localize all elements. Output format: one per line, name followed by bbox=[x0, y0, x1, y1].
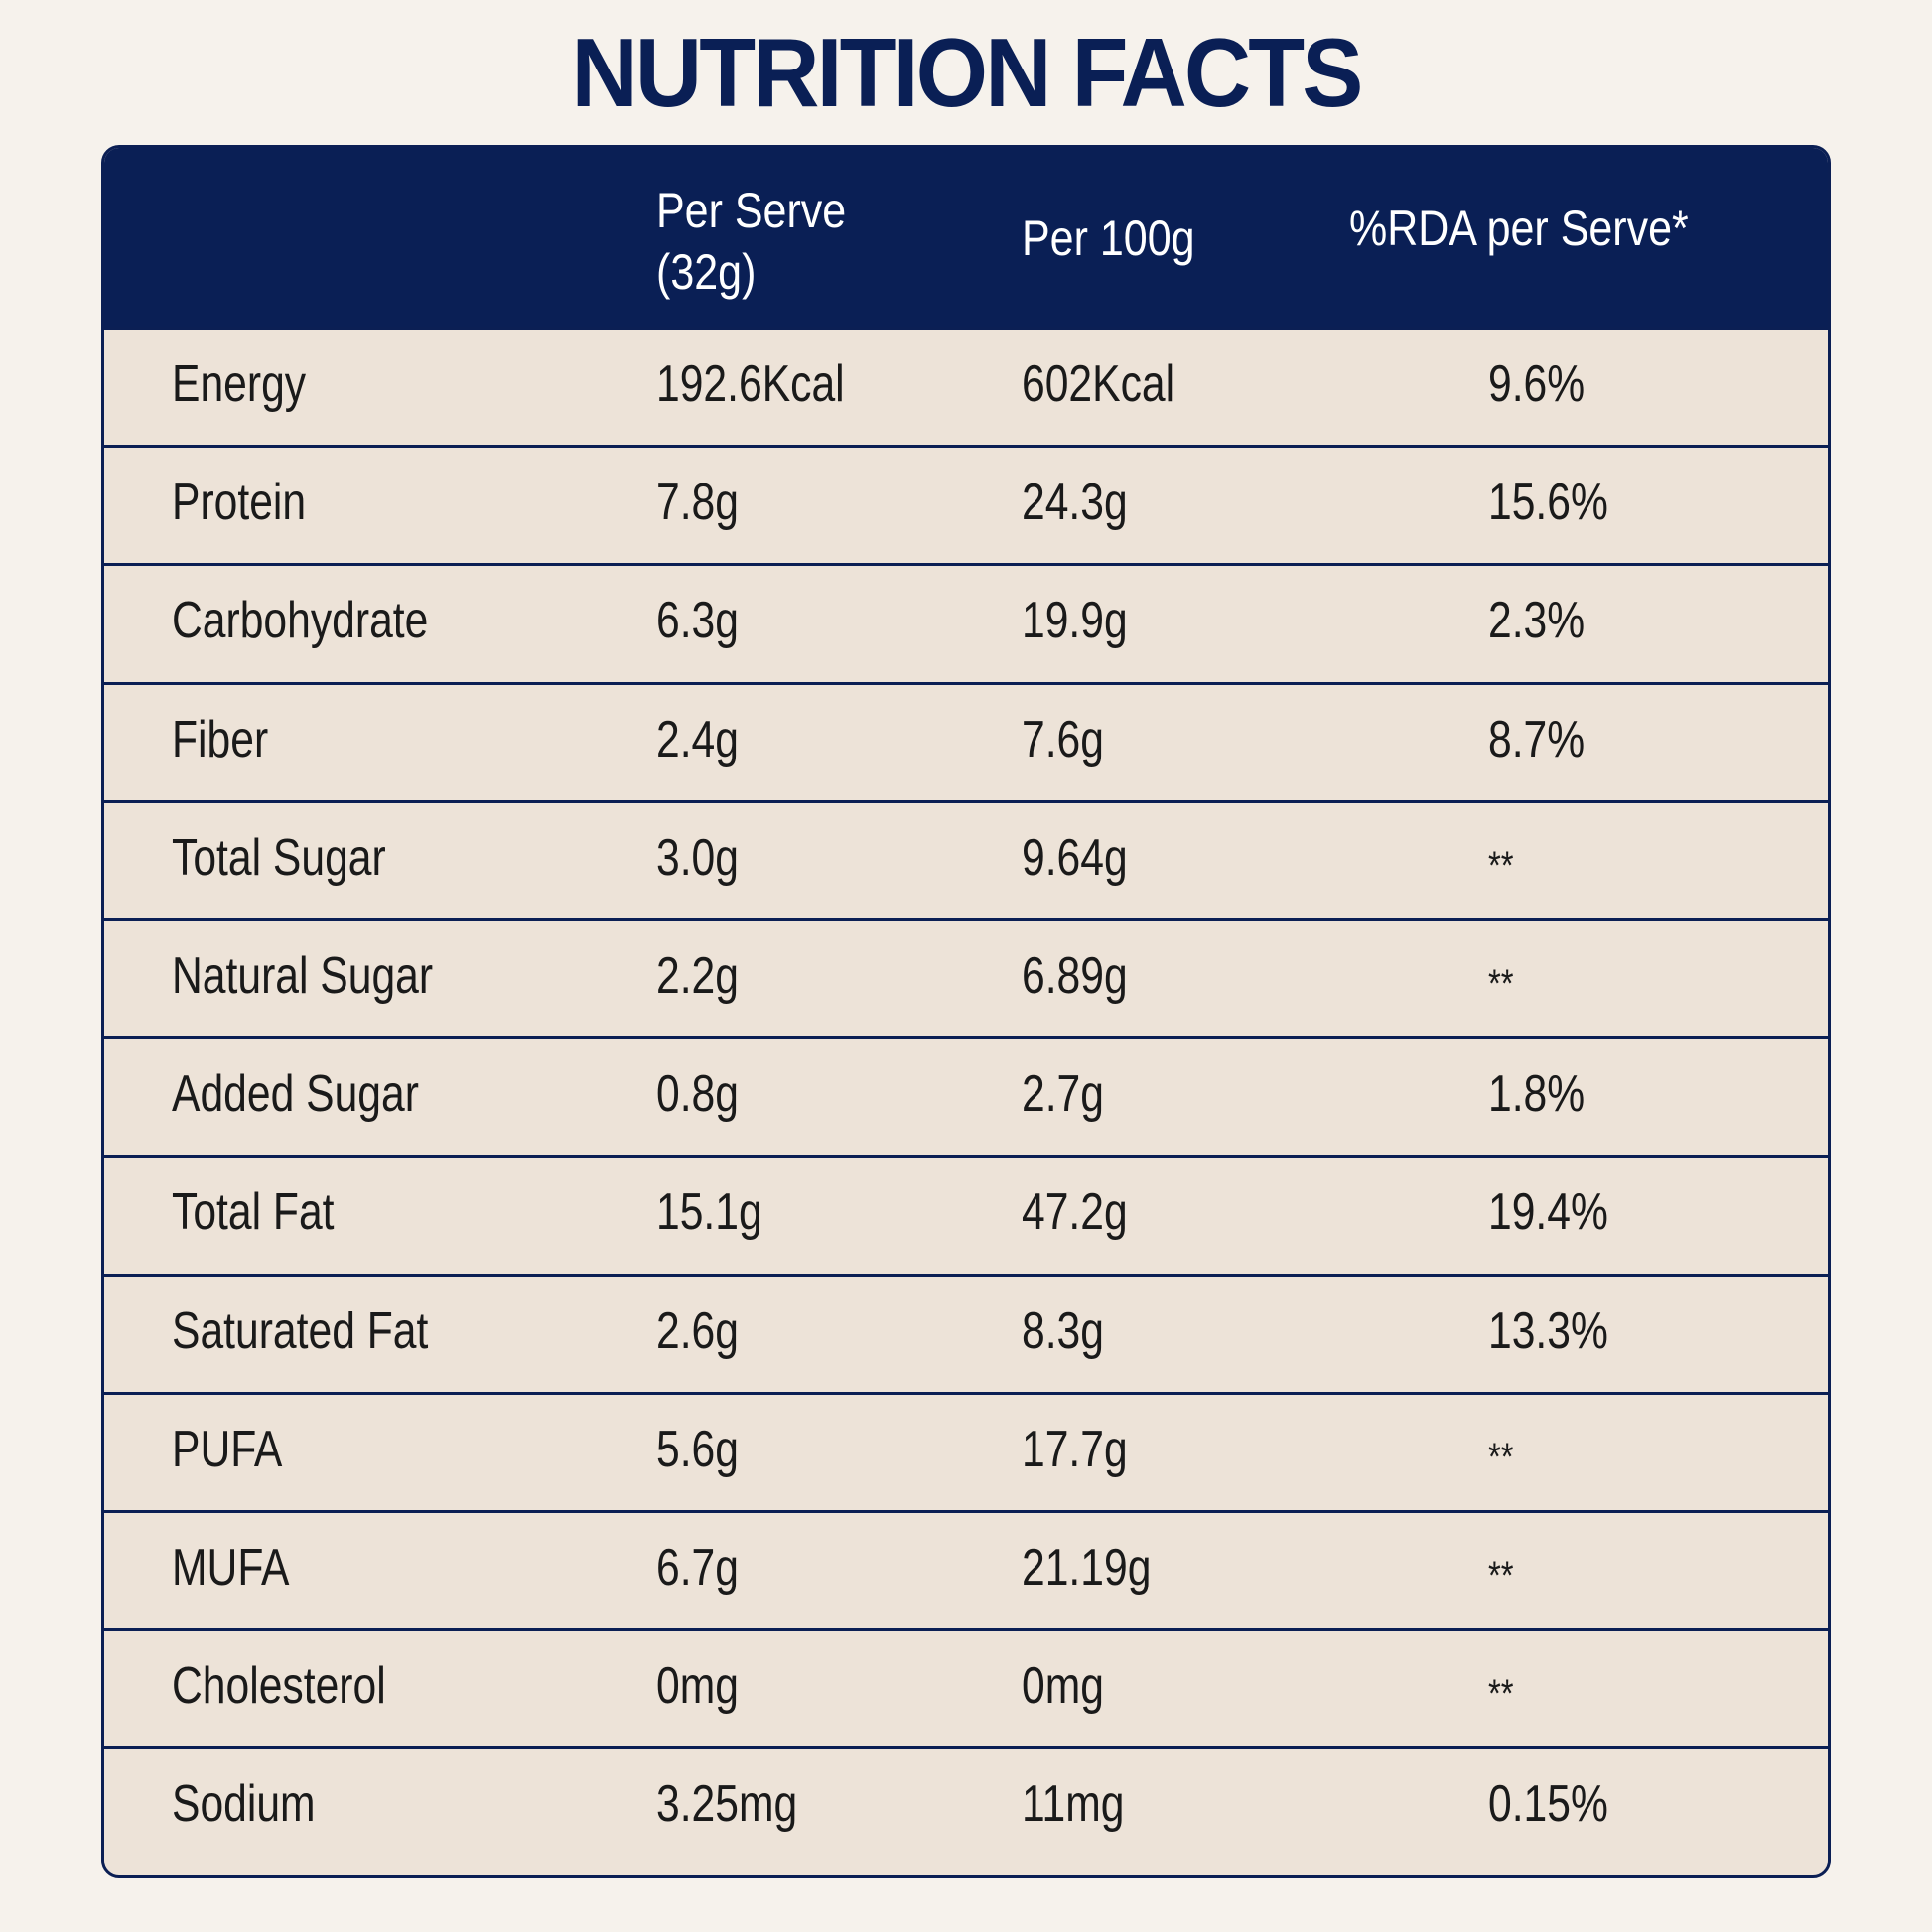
rda-value: ** bbox=[1488, 1554, 1514, 1597]
per-100g-value: 19.9g bbox=[1022, 592, 1128, 650]
nutrient-name: Cholesterol bbox=[172, 1657, 386, 1716]
per-100g-value: 7.6g bbox=[1022, 710, 1104, 768]
per-serve-value: 6.3g bbox=[656, 592, 739, 650]
table-row: Sodium 3.25mg 11mg 0.15% bbox=[104, 1746, 1828, 1867]
per-serve-value: 3.0g bbox=[656, 828, 739, 887]
table-row: Total Sugar 3.0g 9.64g ** bbox=[104, 799, 1828, 921]
header-per-serve: Per Serve (32g) bbox=[656, 183, 847, 300]
rda-value: ** bbox=[1488, 843, 1514, 888]
table-row: Natural Sugar 2.2g 6.89g ** bbox=[104, 918, 1828, 1039]
table-row: Carbohydrate 6.3g 19.9g 2.3% bbox=[104, 563, 1828, 684]
per-100g-value: 2.7g bbox=[1022, 1065, 1104, 1124]
rda-value: 13.3% bbox=[1488, 1302, 1608, 1360]
per-100g-value: 11mg bbox=[1022, 1775, 1125, 1834]
per-100g-value: 21.19g bbox=[1022, 1539, 1152, 1596]
nutrient-name: Protein bbox=[172, 474, 307, 532]
rda-value: ** bbox=[1488, 1435, 1514, 1479]
rda-value: ** bbox=[1488, 1672, 1514, 1717]
table-row: Saturated Fat 2.6g 8.3g 13.3% bbox=[104, 1273, 1828, 1395]
rda-value: 2.3% bbox=[1488, 592, 1586, 650]
nutrient-name: Total Sugar bbox=[172, 828, 386, 887]
page-title: NUTRITION FACTS bbox=[571, 18, 1363, 127]
per-100g-value: 24.3g bbox=[1022, 474, 1128, 532]
table-row: Total Fat 15.1g 47.2g 19.4% bbox=[104, 1155, 1828, 1276]
per-serve-value: 192.6Kcal bbox=[656, 355, 845, 413]
nutrient-name: PUFA bbox=[172, 1420, 283, 1478]
table-row: Cholesterol 0mg 0mg ** bbox=[104, 1628, 1828, 1749]
rda-value: 1.8% bbox=[1488, 1065, 1586, 1124]
nutrient-name: Natural Sugar bbox=[172, 947, 434, 1005]
table-row: Added Sugar 0.8g 2.7g 1.8% bbox=[104, 1036, 1828, 1158]
table-row: PUFA 5.6g 17.7g ** bbox=[104, 1391, 1828, 1513]
header-rda: %RDA per Serve* bbox=[1349, 201, 1689, 256]
nutrient-name: MUFA bbox=[172, 1539, 290, 1596]
rda-value: 9.6% bbox=[1488, 355, 1586, 413]
rda-value: 0.15% bbox=[1488, 1775, 1608, 1834]
per-100g-value: 602Kcal bbox=[1022, 355, 1175, 413]
per-serve-value: 2.4g bbox=[656, 710, 739, 768]
per-100g-value: 17.7g bbox=[1022, 1420, 1128, 1478]
per-100g-value: 47.2g bbox=[1022, 1183, 1128, 1242]
per-100g-value: 6.89g bbox=[1022, 947, 1128, 1005]
table-row: MUFA 6.7g 21.19g ** bbox=[104, 1510, 1828, 1631]
header-per-100g: Per 100g bbox=[1022, 210, 1195, 266]
nutrient-name: Added Sugar bbox=[172, 1065, 419, 1124]
nutrient-name: Energy bbox=[172, 355, 307, 413]
rda-value: 19.4% bbox=[1488, 1183, 1608, 1242]
per-serve-value: 2.2g bbox=[656, 947, 739, 1005]
per-serve-value: 6.7g bbox=[656, 1539, 739, 1596]
table-row: Protein 7.8g 24.3g 15.6% bbox=[104, 445, 1828, 566]
per-serve-value: 0.8g bbox=[656, 1065, 739, 1124]
per-100g-value: 0mg bbox=[1022, 1657, 1104, 1716]
rda-value: ** bbox=[1488, 962, 1514, 1006]
per-serve-value: 3.25mg bbox=[656, 1775, 798, 1834]
rda-value: 8.7% bbox=[1488, 710, 1586, 768]
per-serve-value: 2.6g bbox=[656, 1302, 739, 1360]
nutrient-name: Carbohydrate bbox=[172, 592, 429, 650]
rda-value: 15.6% bbox=[1488, 474, 1608, 532]
nutrient-name: Total Fat bbox=[172, 1183, 335, 1242]
per-serve-value: 5.6g bbox=[656, 1420, 739, 1478]
table-header-row: Per Serve (32g) Per 100g %RDA per Serve* bbox=[104, 148, 1828, 330]
per-serve-value: 7.8g bbox=[656, 474, 739, 532]
per-serve-value: 15.1g bbox=[656, 1183, 762, 1242]
nutrient-name: Sodium bbox=[172, 1775, 316, 1834]
nutrient-name: Saturated Fat bbox=[172, 1302, 429, 1360]
per-100g-value: 9.64g bbox=[1022, 828, 1128, 887]
nutrient-name: Fiber bbox=[172, 710, 269, 768]
table-row: Energy 192.6Kcal 602Kcal 9.6% bbox=[104, 327, 1828, 448]
per-serve-value: 0mg bbox=[656, 1657, 739, 1716]
table-row: Fiber 2.4g 7.6g 8.7% bbox=[104, 681, 1828, 803]
nutrition-table: Per Serve (32g) Per 100g %RDA per Serve*… bbox=[101, 145, 1831, 1878]
per-100g-value: 8.3g bbox=[1022, 1302, 1104, 1360]
